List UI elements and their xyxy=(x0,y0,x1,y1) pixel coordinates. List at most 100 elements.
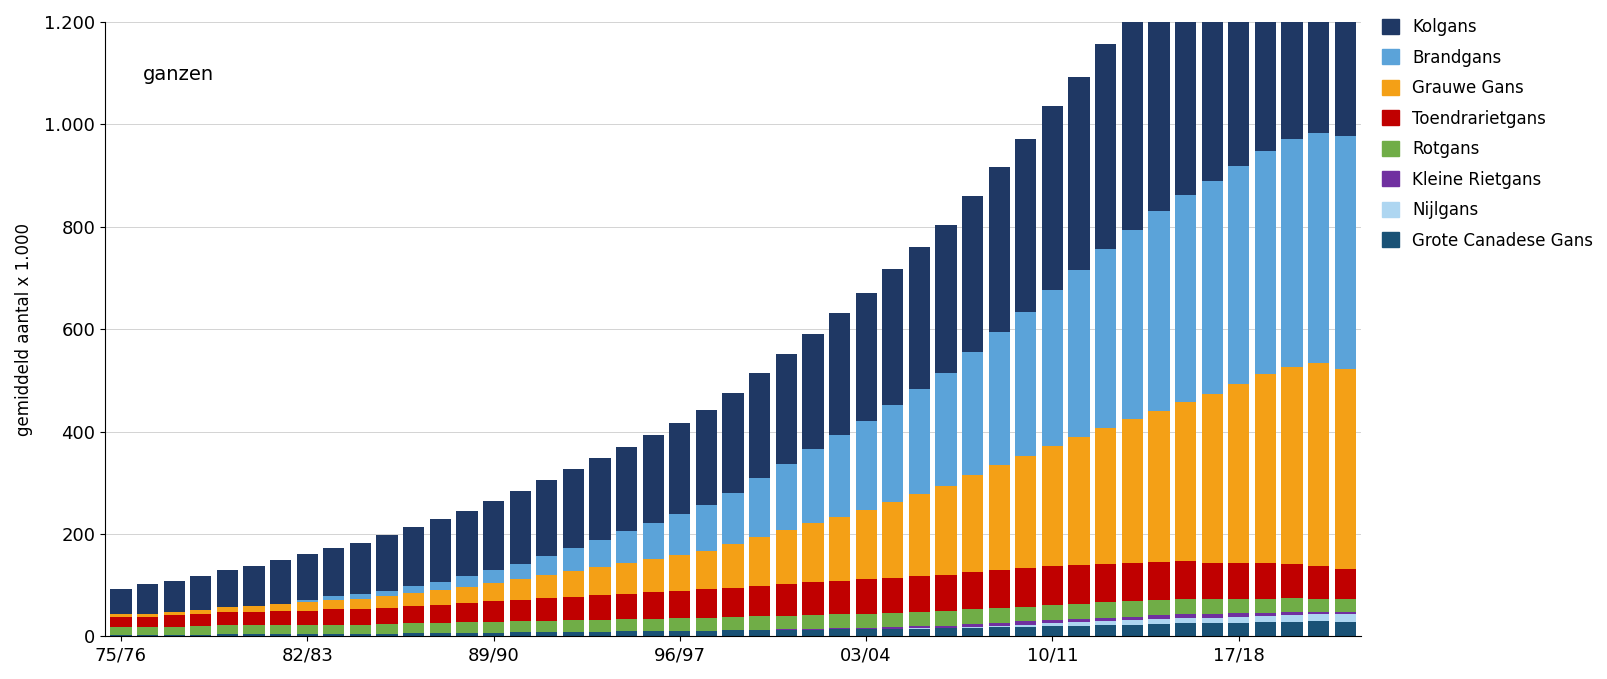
Bar xyxy=(882,612,903,627)
Bar xyxy=(882,405,903,502)
Bar xyxy=(961,627,982,636)
Bar xyxy=(1306,133,1329,363)
Bar xyxy=(1200,394,1221,563)
Bar xyxy=(217,606,238,612)
Bar xyxy=(350,594,371,599)
Bar xyxy=(403,634,424,636)
Bar xyxy=(111,627,132,635)
Bar xyxy=(403,623,424,634)
Bar xyxy=(590,631,611,636)
Text: ganzen: ganzen xyxy=(143,65,214,84)
Bar xyxy=(217,612,238,625)
Bar xyxy=(217,625,238,634)
Bar xyxy=(429,634,450,636)
Bar xyxy=(1200,600,1221,614)
Bar xyxy=(615,594,636,619)
Bar xyxy=(1306,599,1329,612)
Bar xyxy=(828,614,850,628)
Bar xyxy=(1147,562,1168,600)
Bar xyxy=(323,634,344,636)
Bar xyxy=(882,629,903,636)
Bar xyxy=(1334,136,1355,369)
Bar xyxy=(722,587,744,617)
Bar xyxy=(935,373,956,485)
Bar xyxy=(908,626,929,628)
Bar xyxy=(1014,312,1037,456)
Bar xyxy=(296,610,318,625)
Bar xyxy=(696,410,717,504)
Bar xyxy=(1306,363,1329,566)
Bar xyxy=(403,586,424,593)
Bar xyxy=(562,571,583,597)
Bar xyxy=(376,634,397,636)
Bar xyxy=(1281,564,1302,598)
Bar xyxy=(1200,618,1221,623)
Bar xyxy=(1253,0,1276,151)
Bar xyxy=(296,634,318,636)
Bar xyxy=(270,625,291,634)
Bar xyxy=(1041,290,1062,446)
Bar xyxy=(403,527,424,586)
Bar xyxy=(1067,619,1090,623)
Bar xyxy=(988,465,1009,570)
Bar xyxy=(643,592,664,619)
Bar xyxy=(1122,602,1143,617)
Bar xyxy=(988,623,1009,625)
Bar xyxy=(828,517,850,581)
Bar xyxy=(1253,623,1276,636)
Bar xyxy=(270,560,291,604)
Bar xyxy=(1094,621,1115,625)
Bar xyxy=(376,624,397,634)
Bar xyxy=(350,634,371,636)
Bar xyxy=(111,635,132,636)
Bar xyxy=(137,617,157,627)
Bar xyxy=(111,589,132,614)
Bar xyxy=(323,609,344,625)
Bar xyxy=(696,551,717,589)
Bar xyxy=(1122,563,1143,602)
Bar xyxy=(509,600,530,621)
Bar xyxy=(1041,107,1062,290)
Bar xyxy=(323,548,344,596)
Bar xyxy=(1014,627,1037,636)
Bar xyxy=(535,632,558,636)
Bar xyxy=(855,614,876,627)
Bar xyxy=(323,600,344,609)
Bar xyxy=(243,606,265,612)
Bar xyxy=(643,559,664,592)
Bar xyxy=(802,614,823,629)
Bar xyxy=(775,584,797,616)
Bar xyxy=(456,633,477,636)
Bar xyxy=(429,519,450,581)
Bar xyxy=(775,530,797,584)
Bar xyxy=(828,628,850,629)
Bar xyxy=(855,511,876,579)
Bar xyxy=(1175,619,1196,623)
Bar xyxy=(1067,437,1090,565)
Bar xyxy=(882,502,903,578)
Bar xyxy=(1200,181,1221,394)
Bar xyxy=(1041,566,1062,605)
Bar xyxy=(1228,617,1249,623)
Bar xyxy=(935,625,956,627)
Bar xyxy=(828,629,850,636)
Bar xyxy=(615,619,636,631)
Bar xyxy=(1228,623,1249,636)
Bar xyxy=(1014,568,1037,606)
Legend: Kolgans, Brandgans, Grauwe Gans, Toendrarietgans, Rotgans, Kleine Rietgans, Nijl: Kolgans, Brandgans, Grauwe Gans, Toendra… xyxy=(1382,18,1593,250)
Bar xyxy=(988,608,1009,623)
Bar xyxy=(802,629,823,636)
Bar xyxy=(855,579,876,614)
Bar xyxy=(403,606,424,623)
Bar xyxy=(749,585,770,617)
Bar xyxy=(1281,367,1302,564)
Bar xyxy=(1175,403,1196,561)
Bar xyxy=(137,635,157,636)
Bar xyxy=(1122,230,1143,419)
Bar xyxy=(722,393,744,493)
Bar xyxy=(722,617,744,630)
Bar xyxy=(1175,599,1196,614)
Bar xyxy=(1147,600,1168,615)
Bar xyxy=(350,599,371,609)
Bar xyxy=(376,536,397,591)
